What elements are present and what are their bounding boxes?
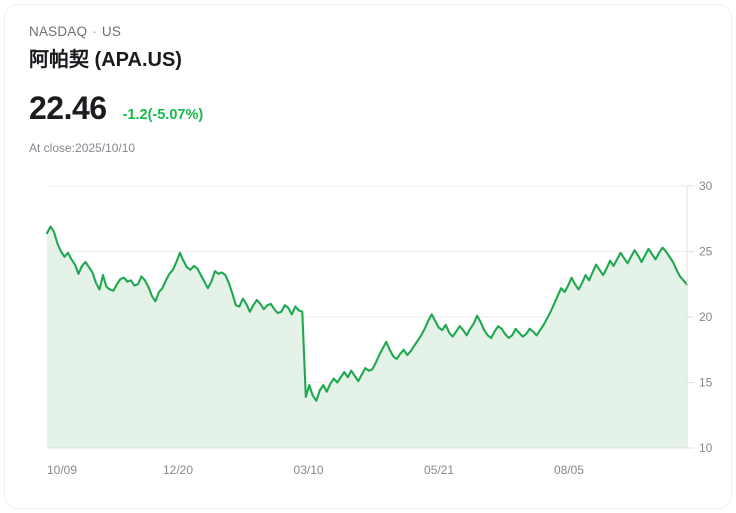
- x-tick-label: 08/05: [554, 463, 584, 477]
- stock-quote-card: NASDAQ · US 阿帕契 (APA.US) 22.46 -1.2(-5.07%…: [4, 4, 732, 509]
- x-tick-label: 03/10: [294, 463, 324, 477]
- price-row: 22.46 -1.2(-5.07%): [29, 90, 669, 126]
- x-tick-label: 10/09: [47, 463, 77, 477]
- price-area-fill: [47, 226, 687, 448]
- y-tick-label: 20: [699, 310, 713, 324]
- y-axis-ticks: 30 25 20 15 10: [687, 179, 713, 455]
- last-price: 22.46: [29, 90, 107, 126]
- price-line: [45, 225, 689, 402]
- y-tick-label: 15: [699, 376, 713, 390]
- page-title: 阿帕契 (APA.US): [29, 49, 182, 71]
- region-label: US: [101, 24, 122, 39]
- x-tick-label: 12/20: [163, 463, 193, 477]
- exchange-label: NASDAQ: [29, 24, 88, 39]
- market-status: At close:2025/10/10: [29, 141, 136, 155]
- x-tick-label: 05/21: [424, 463, 454, 477]
- exchange-region-row: NASDAQ · US: [29, 23, 669, 41]
- price-chart-svg[interactable]: 30 25 20 15 10 10/09 12/20 03/10 05/21 08/05: [5, 171, 732, 491]
- separator-dot: ·: [92, 24, 97, 39]
- y-tick-label: 25: [699, 245, 713, 259]
- price-change: -1.2(-5.07%): [122, 107, 204, 123]
- x-axis-ticks: 10/09 12/20 03/10 05/21 08/05: [47, 463, 584, 477]
- y-tick-label: 10: [699, 441, 713, 455]
- price-chart[interactable]: 30 25 20 15 10 10/09 12/20 03/10 05/21 08/05: [5, 171, 732, 491]
- quote-header: NASDAQ · US 阿帕契 (APA.US) 22.46 -1.2(-5.07%…: [29, 23, 669, 156]
- y-tick-label: 30: [699, 179, 713, 193]
